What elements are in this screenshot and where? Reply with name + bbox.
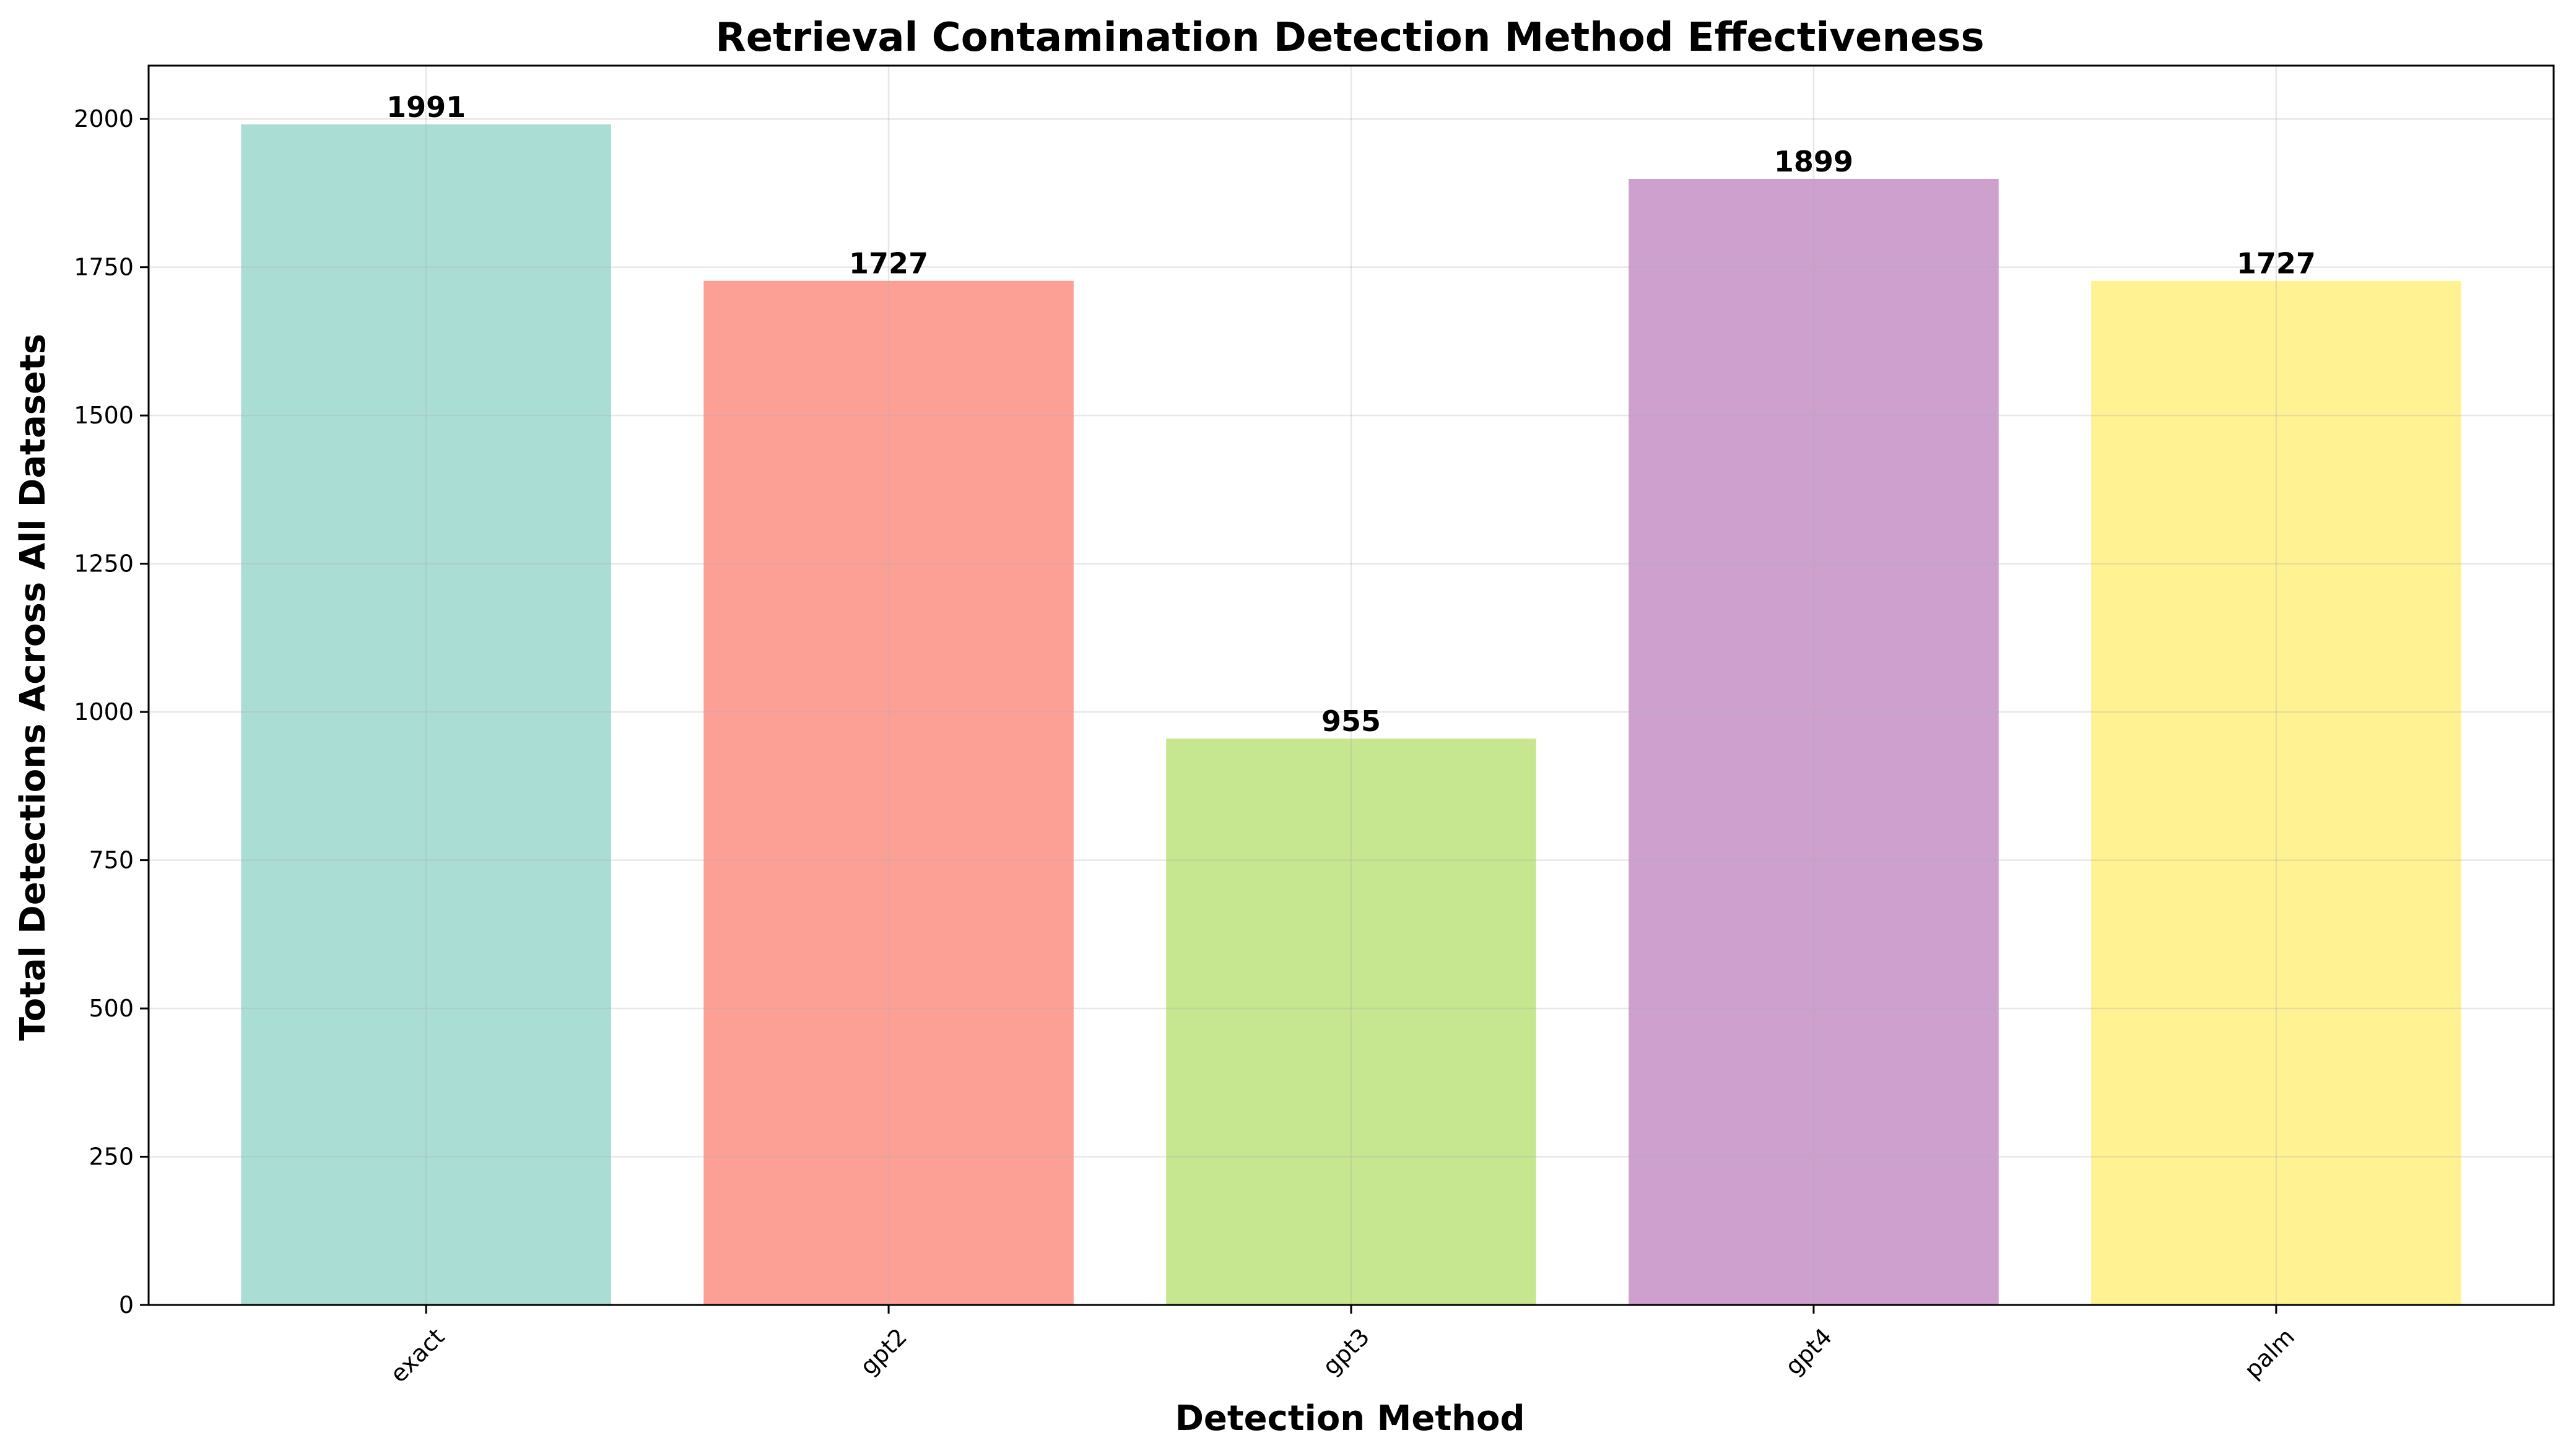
bars bbox=[241, 124, 2461, 1306]
y-tick-label: 250 bbox=[89, 1143, 134, 1171]
y-tick-label: 750 bbox=[89, 847, 134, 874]
data-label-gpt3: 955 bbox=[1321, 704, 1381, 738]
y-tick-label: 1000 bbox=[74, 698, 134, 726]
data-label-exact: 1991 bbox=[386, 90, 466, 124]
y-tick-label: 2000 bbox=[74, 105, 134, 132]
y-tick-label: 1500 bbox=[74, 402, 134, 429]
y-tick-label: 500 bbox=[89, 995, 134, 1022]
bar-palm bbox=[2091, 280, 2461, 1305]
y-axis-label: Total Detections Across All Datasets bbox=[13, 334, 53, 1041]
data-labels: 1991 1727 955 1899 1727 bbox=[386, 90, 2316, 738]
bar-gpt2 bbox=[703, 280, 1074, 1305]
y-tick-label: 1250 bbox=[74, 550, 134, 578]
data-label-palm: 1727 bbox=[2237, 247, 2316, 280]
bar-gpt4 bbox=[1629, 178, 1999, 1305]
data-label-gpt4: 1899 bbox=[1774, 145, 1853, 178]
y-tick-label: 1750 bbox=[74, 254, 134, 281]
chart-title: Retrieval Contamination Detection Method… bbox=[715, 15, 1984, 61]
x-axis-label: Detection Method bbox=[1175, 1398, 1525, 1439]
bar-exact bbox=[241, 124, 611, 1306]
data-label-gpt2: 1727 bbox=[849, 247, 928, 280]
bar-gpt3 bbox=[1166, 739, 1536, 1305]
y-tick-label: 0 bbox=[119, 1291, 134, 1319]
